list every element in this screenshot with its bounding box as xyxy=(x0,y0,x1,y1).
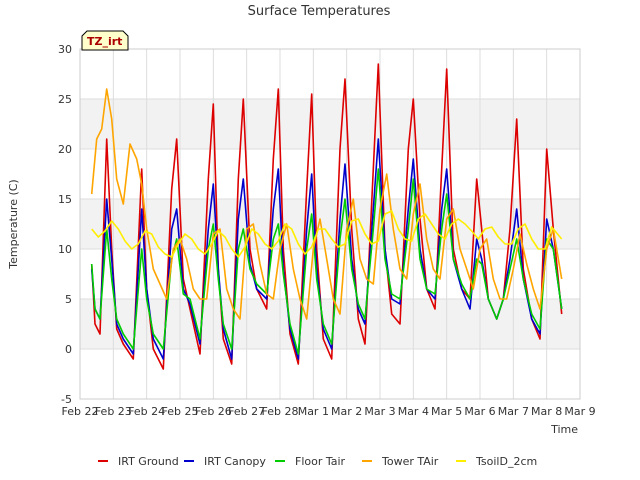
x-tick-label: Mar 5 xyxy=(431,405,462,418)
y-tick-label: 25 xyxy=(58,93,72,106)
x-tick-label: Mar 1 xyxy=(298,405,329,418)
legend: IRT Ground IRT Canopy Floor Tair Tower TAir… xyxy=(98,455,537,468)
y-tick-label: 15 xyxy=(58,193,72,206)
background-bands xyxy=(80,99,580,349)
x-tick-label: Feb 22 xyxy=(62,405,99,418)
chart-title: Surface Temperatures xyxy=(248,4,391,19)
series-line-tsoild-2cm xyxy=(91,210,563,258)
y-axis-label: Temperature (C) xyxy=(7,179,20,269)
plot-border xyxy=(79,48,581,400)
x-tick-label: Mar 7 xyxy=(498,405,529,418)
x-tick-label: Mar 4 xyxy=(398,405,429,418)
series-line-tower-tair xyxy=(90,88,563,320)
tz-irt-badge-box xyxy=(81,30,129,51)
y-tick-label: 0 xyxy=(65,343,72,356)
tz-irt-badge: TZ_irt xyxy=(81,30,129,51)
y-tick-label: 20 xyxy=(58,143,72,156)
legend-label: TsoilD_2cm xyxy=(475,455,537,468)
tz-irt-badge-label: TZ_irt xyxy=(87,35,122,48)
x-tick-label: Feb 25 xyxy=(162,405,199,418)
legend-label: Tower TAir xyxy=(381,455,439,468)
x-tick-label: Mar 9 xyxy=(564,405,595,418)
y-tick-label: 10 xyxy=(58,243,72,256)
y-tick-label: -5 xyxy=(61,393,72,406)
x-tick-label: Mar 6 xyxy=(464,405,495,418)
y-tick-label: 5 xyxy=(65,293,72,306)
x-tick-label: Mar 2 xyxy=(331,405,362,418)
x-axis-label: Time xyxy=(550,423,578,436)
background-band xyxy=(80,99,580,149)
y-axis-ticks: -5 0 5 10 15 20 25 30 xyxy=(58,43,72,406)
x-tick-label: Feb 26 xyxy=(195,405,232,418)
data-series xyxy=(90,63,563,370)
background-band xyxy=(80,199,580,249)
x-tick-label: Mar 8 xyxy=(531,405,562,418)
x-tick-label: Feb 24 xyxy=(128,405,165,418)
y-tick-label: 30 xyxy=(58,43,72,56)
legend-label: Floor Tair xyxy=(295,455,346,468)
legend-label: IRT Canopy xyxy=(204,455,266,468)
x-tick-label: Mar 3 xyxy=(364,405,395,418)
x-tick-label: Feb 28 xyxy=(262,405,299,418)
series-line-floor-tair xyxy=(90,168,563,355)
x-tick-label: Feb 23 xyxy=(95,405,132,418)
x-tick-label: Feb 27 xyxy=(228,405,265,418)
legend-label: IRT Ground xyxy=(118,455,179,468)
